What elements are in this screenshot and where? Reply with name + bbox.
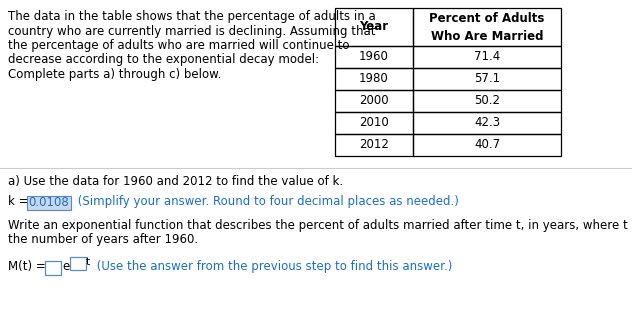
Bar (335, 46, 413, 68)
Bar (335, 112, 413, 134)
Text: 40.7: 40.7 (474, 138, 500, 151)
Text: Complete parts a) through c) below.: Complete parts a) through c) below. (8, 68, 221, 81)
Bar (413, 112, 561, 134)
Text: (Use the answer from the previous step to find this answer.): (Use the answer from the previous step t… (93, 260, 453, 273)
Text: country who are currently married is declining. Assuming that: country who are currently married is dec… (8, 24, 375, 37)
Text: the number of years after 1960.: the number of years after 1960. (8, 234, 198, 246)
Text: (Simplify your answer. Round to four decimal places as needed.): (Simplify your answer. Round to four dec… (74, 195, 459, 208)
Text: 1960: 1960 (359, 51, 389, 63)
Text: t: t (86, 257, 90, 267)
Text: Percent of Adults
Who Are Married: Percent of Adults Who Are Married (429, 12, 545, 43)
Text: 57.1: 57.1 (474, 73, 500, 85)
Text: The data in the table shows that the percentage of adults in a: The data in the table shows that the per… (8, 10, 376, 23)
Bar (413, 90, 561, 112)
Text: M(t) =: M(t) = (8, 260, 49, 273)
Text: 0.0108: 0.0108 (28, 197, 70, 209)
Text: 2010: 2010 (359, 116, 389, 129)
Bar (335, 90, 413, 112)
Text: 50.2: 50.2 (474, 95, 500, 107)
Text: Year: Year (360, 20, 389, 34)
Text: k =: k = (8, 195, 32, 208)
Text: 1980: 1980 (359, 73, 389, 85)
Bar (27, 196, 71, 210)
Bar (413, 134, 561, 156)
Bar (413, 46, 561, 68)
Text: 2000: 2000 (359, 95, 389, 107)
Bar (335, 8, 413, 46)
Bar (335, 134, 413, 156)
Text: 2012: 2012 (359, 138, 389, 151)
Text: decrease according to the exponential decay model:: decrease according to the exponential de… (8, 53, 319, 67)
Text: Write an exponential function that describes the percent of adults married after: Write an exponential function that descr… (8, 219, 632, 232)
Bar (70, 257, 86, 270)
Text: a) Use the data for 1960 and 2012 to find the value of k.: a) Use the data for 1960 and 2012 to fin… (8, 175, 343, 188)
Bar (45, 261, 61, 275)
Bar (413, 68, 561, 90)
Bar (413, 8, 561, 46)
Text: 42.3: 42.3 (474, 116, 500, 129)
Bar (335, 68, 413, 90)
Text: the percentage of adults who are married will continue to: the percentage of adults who are married… (8, 39, 349, 52)
Text: e: e (62, 260, 70, 273)
Text: 71.4: 71.4 (474, 51, 500, 63)
